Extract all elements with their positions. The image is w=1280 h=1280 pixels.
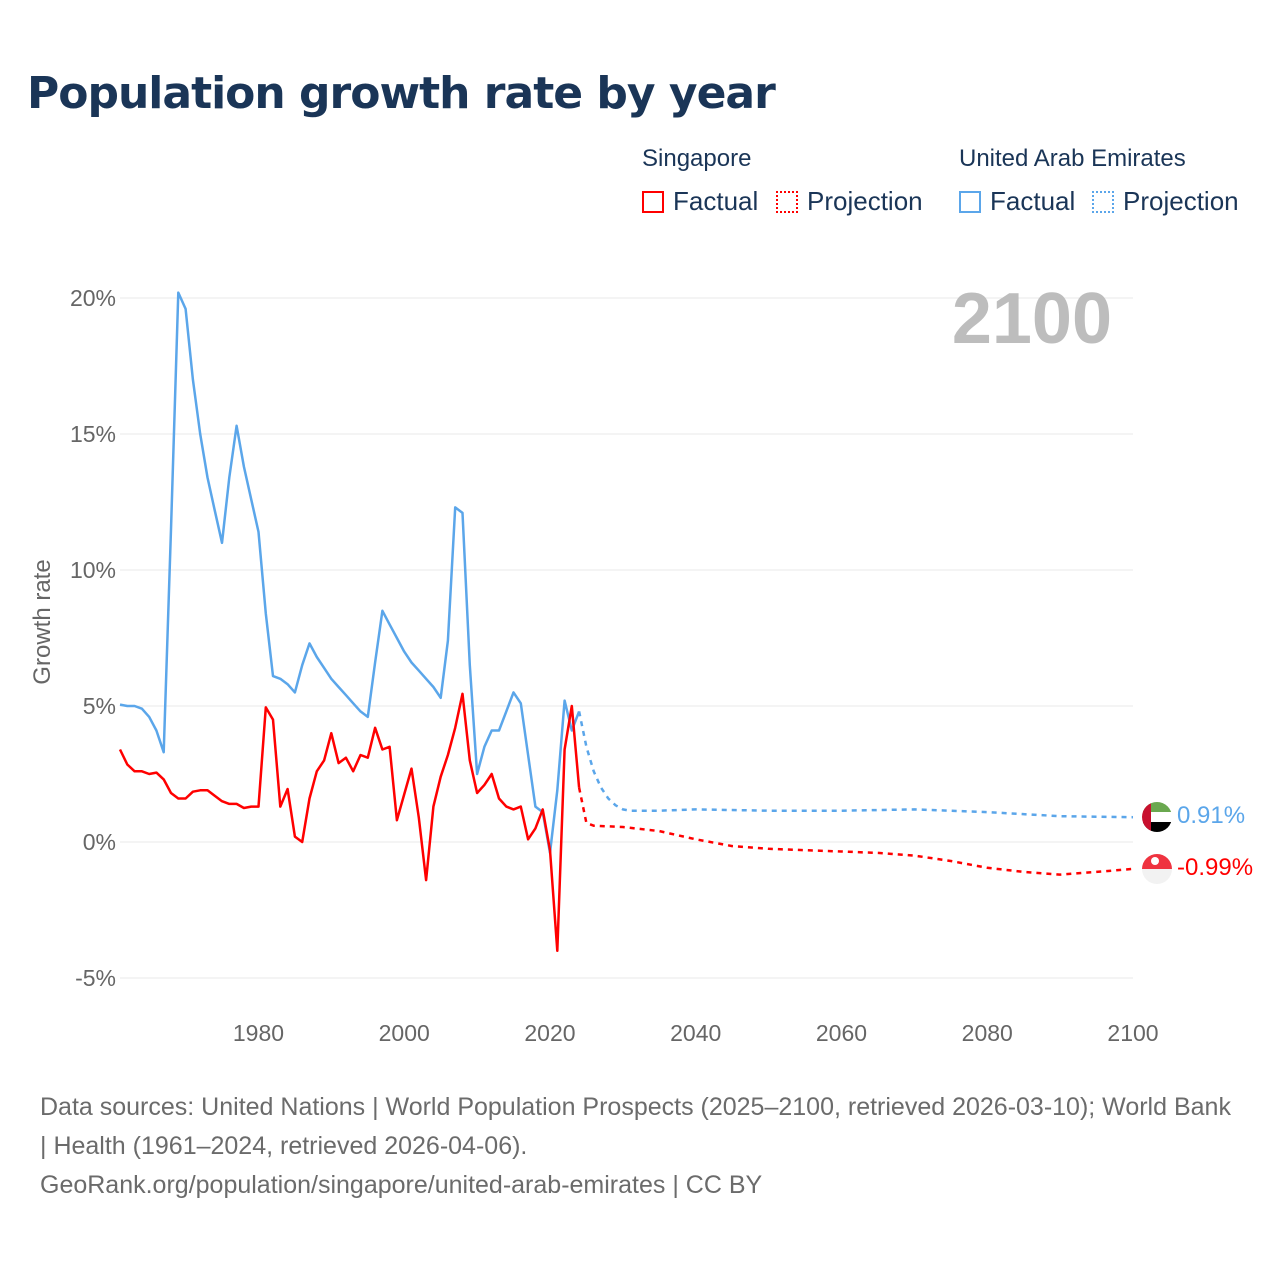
y-tick-label: 0%: [83, 829, 116, 855]
x-tick-label: 2060: [816, 1020, 867, 1046]
y-tick-label: 15%: [70, 421, 116, 447]
y-tick-label: 20%: [70, 285, 116, 311]
uae-flag-icon: [1142, 802, 1172, 832]
page-title: Population growth rate by year: [27, 68, 776, 119]
legend-singapore-projection[interactable]: Projection: [776, 186, 923, 217]
y-tick-label: -5%: [75, 965, 116, 991]
series-line-united-arab-emirates-projection: [577, 711, 1134, 819]
singapore-end-value: -0.99%: [1177, 854, 1253, 881]
y-tick-label: 10%: [70, 557, 116, 583]
legend-uae-projection[interactable]: Projection: [1092, 186, 1239, 217]
x-tick-label: 1980: [233, 1020, 284, 1046]
legend-group-uae: United Arab Emirates: [959, 145, 1186, 172]
series-line-united-arab-emirates-factual: [119, 291, 581, 855]
year-indicator: 2100: [952, 279, 1112, 359]
legend-group-singapore: Singapore: [642, 145, 752, 172]
legend-singapore-factual[interactable]: Factual: [642, 186, 758, 217]
legend-label: Factual: [673, 186, 759, 216]
x-tick-label: 2020: [524, 1020, 575, 1046]
x-tick-label: 2080: [962, 1020, 1013, 1046]
legend-label: Factual: [990, 186, 1076, 216]
source-text: Data sources: United Nations | World Pop…: [40, 1093, 1231, 1160]
y-tick-label: 5%: [83, 693, 116, 719]
singapore-flag-icon: [1142, 854, 1172, 884]
legend-label: Projection: [807, 186, 923, 216]
legend-label: Projection: [1123, 186, 1239, 216]
line-chart: -5% 0% 5% 10% 15% 20% 1980 2000 2020 2040 2060 2080…: [29, 279, 1253, 1046]
legend-uae-factual[interactable]: Factual: [959, 186, 1075, 217]
x-tick-label: 2100: [1107, 1020, 1158, 1046]
x-tick-label: 2040: [670, 1020, 721, 1046]
uae-end-value: 0.91%: [1177, 802, 1245, 829]
source-link[interactable]: GeoRank.org/population/singapore/united-…: [40, 1171, 763, 1199]
source-note: Data sources: United Nations | World Pop…: [40, 1088, 1240, 1205]
series-line-singapore-factual: [118, 692, 581, 953]
series-line-singapore-projection: [577, 787, 1134, 876]
y-axis-label: Growth rate: [29, 559, 56, 684]
x-tick-label: 2000: [379, 1020, 430, 1046]
